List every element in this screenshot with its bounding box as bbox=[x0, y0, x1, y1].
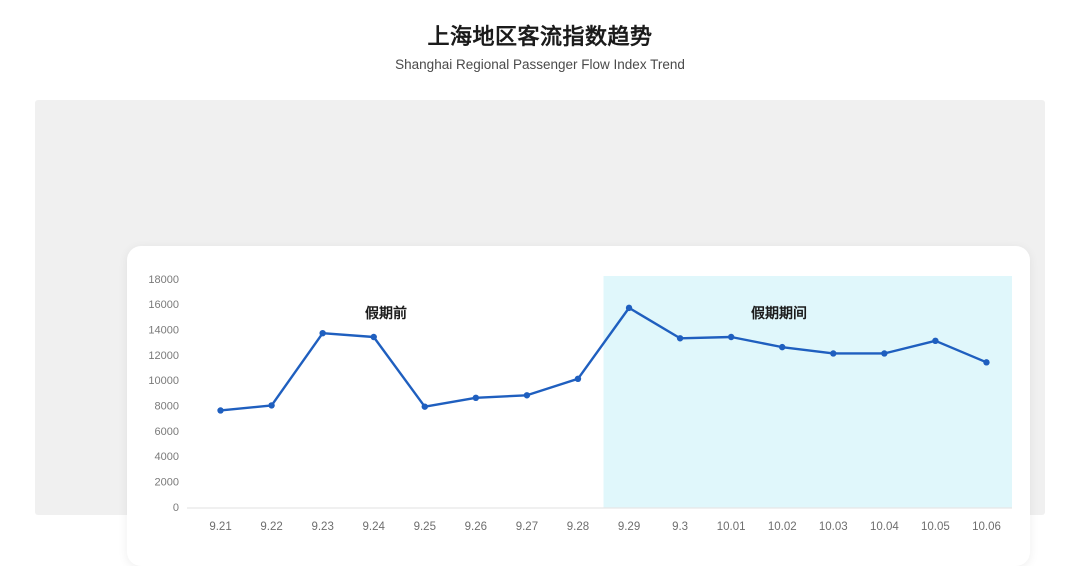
data-point-marker[interactable] bbox=[472, 394, 480, 401]
data-point-marker[interactable] bbox=[370, 333, 377, 341]
y-axis-tick-label: 0 bbox=[173, 502, 179, 514]
y-axis-tick-label: 2000 bbox=[155, 477, 179, 489]
data-point-marker[interactable] bbox=[727, 333, 735, 341]
y-axis-tick-label: 10000 bbox=[148, 375, 179, 387]
y-axis-tick-label: 14000 bbox=[148, 325, 179, 337]
data-point-marker[interactable] bbox=[881, 350, 888, 357]
x-axis-tick-label: 9.23 bbox=[311, 521, 333, 533]
data-point-marker[interactable] bbox=[830, 350, 837, 357]
data-point-marker[interactable] bbox=[574, 375, 582, 382]
x-axis-tick-layer: 9.21 9.22 9.23 9.24 9.25 9.26 9.27 9.28 9.29 9.3 1… bbox=[209, 521, 1001, 533]
data-point-marker[interactable] bbox=[319, 330, 326, 337]
data-point-marker[interactable] bbox=[779, 343, 786, 351]
data-point-marker[interactable] bbox=[217, 407, 224, 414]
data-point-marker[interactable] bbox=[523, 392, 531, 399]
x-axis-tick-label: 9.24 bbox=[363, 521, 386, 533]
x-axis-tick-label: 9.28 bbox=[567, 521, 589, 533]
y-axis-tick-label: 6000 bbox=[155, 426, 179, 438]
page-title: 上海地区客流指数趋势 bbox=[427, 24, 653, 49]
x-axis-tick-label: 9.26 bbox=[465, 521, 487, 533]
y-axis-tick-label: 8000 bbox=[155, 401, 179, 413]
data-point-marker[interactable] bbox=[421, 403, 428, 410]
page-root: 上海地区客流指数趋势 Shanghai Regional Passenger F… bbox=[0, 22, 1080, 566]
data-point-marker[interactable] bbox=[268, 402, 275, 409]
data-point-marker[interactable] bbox=[625, 304, 633, 312]
y-axis-tick-label: 16000 bbox=[148, 299, 179, 311]
x-axis-tick-label: 9.22 bbox=[260, 521, 282, 533]
highlight-band-holiday bbox=[603, 276, 1012, 508]
y-axis-tick-label: 18000 bbox=[148, 274, 179, 286]
page-subtitle: Shanghai Regional Passenger Flow Index T… bbox=[395, 57, 685, 72]
data-point-marker[interactable] bbox=[932, 337, 939, 344]
series-line-layer bbox=[219, 306, 988, 412]
x-axis-tick-label: 10.04 bbox=[870, 521, 899, 533]
x-axis-tick-label: 9.3 bbox=[672, 521, 688, 533]
annotation-before-holiday: 假期前 bbox=[365, 305, 407, 321]
x-axis-tick-label: 10.03 bbox=[819, 521, 848, 533]
x-axis-tick-label: 9.29 bbox=[618, 521, 640, 533]
plot-area: 0 2000 4000 6000 8000 10000 12000 14000 16000 180… bbox=[127, 246, 1030, 566]
series-marker-layer bbox=[217, 304, 990, 414]
y-axis-tick-layer: 0 2000 4000 6000 8000 10000 12000 14000 16000 180… bbox=[148, 274, 179, 514]
chart-header: 上海地区客流指数趋势 Shanghai Regional Passenger F… bbox=[0, 22, 1080, 75]
annotation-during-holiday: 假期期间 bbox=[751, 305, 807, 321]
chart-card: 0 2000 4000 6000 8000 10000 12000 14000 16000 180… bbox=[127, 246, 1030, 566]
y-axis-tick-label: 12000 bbox=[148, 350, 179, 362]
chart-outer-panel: 0 2000 4000 6000 8000 10000 12000 14000 16000 180… bbox=[35, 100, 1045, 566]
x-axis-tick-label: 10.01 bbox=[717, 521, 746, 533]
data-point-marker[interactable] bbox=[676, 335, 684, 342]
data-point-marker[interactable] bbox=[983, 359, 990, 366]
highlight-band-layer bbox=[603, 276, 1012, 508]
x-axis-tick-label: 10.02 bbox=[768, 521, 797, 533]
x-axis-tick-label: 9.25 bbox=[414, 521, 436, 533]
line-chart-svg: 0 2000 4000 6000 8000 10000 12000 14000 16000 180… bbox=[148, 274, 1012, 533]
x-axis-tick-label: 10.05 bbox=[921, 521, 950, 533]
x-axis-tick-label: 9.21 bbox=[209, 521, 231, 533]
x-axis-tick-label: 9.27 bbox=[516, 521, 538, 533]
x-axis-tick-label: 10.06 bbox=[972, 521, 1001, 533]
series-line bbox=[219, 306, 988, 412]
y-axis-tick-label: 4000 bbox=[155, 451, 179, 463]
